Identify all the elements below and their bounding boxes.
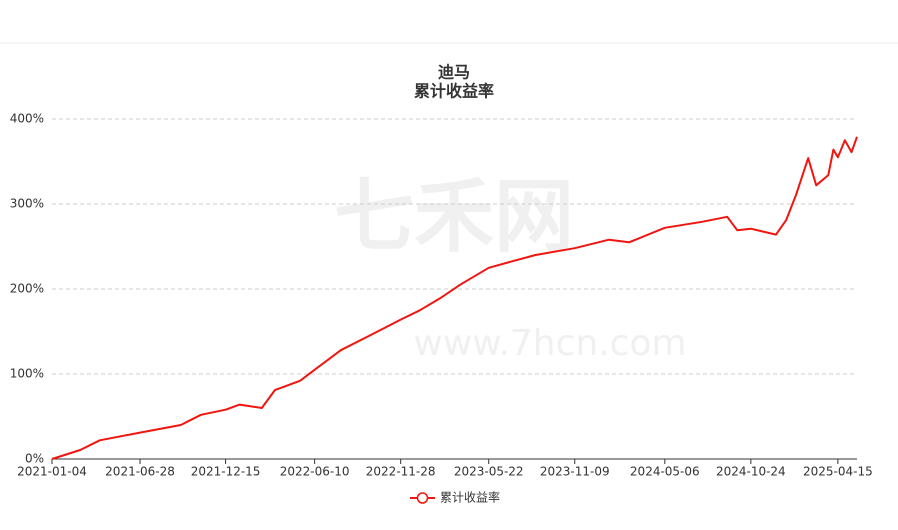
- watermark-url: www.7hcn.com: [413, 323, 686, 364]
- data-line: [51, 136, 858, 460]
- chart-title: 迪马: [438, 63, 470, 82]
- x-tick-label: 2021-06-28: [105, 465, 175, 479]
- y-tick-label: 0%: [25, 452, 44, 466]
- x-tick-label: 2024-05-06: [630, 465, 700, 479]
- y-tick-label: 100%: [10, 367, 44, 381]
- x-tick-label: 2022-11-28: [366, 465, 436, 479]
- legend-marker: [416, 492, 429, 504]
- x-tick-label: 2025-04-15: [803, 465, 873, 479]
- legend-label: 累计收益率: [440, 490, 500, 505]
- x-tick-label: 2023-05-22: [454, 465, 524, 479]
- x-tick-label: 2022-06-10: [280, 465, 350, 479]
- x-tick-label: 2021-01-04: [17, 465, 87, 479]
- y-tick-label: 200%: [10, 282, 44, 296]
- watermark-brand: 七禾网: [334, 170, 574, 263]
- y-tick-label: 400%: [10, 112, 44, 126]
- x-tick-label: 2024-10-24: [716, 465, 786, 479]
- x-tick-label: 2023-11-09: [540, 465, 610, 479]
- x-tick-label: 2021-12-15: [191, 465, 261, 479]
- chart-subtitle: 累计收益率: [414, 82, 494, 101]
- y-tick-label: 300%: [10, 197, 44, 211]
